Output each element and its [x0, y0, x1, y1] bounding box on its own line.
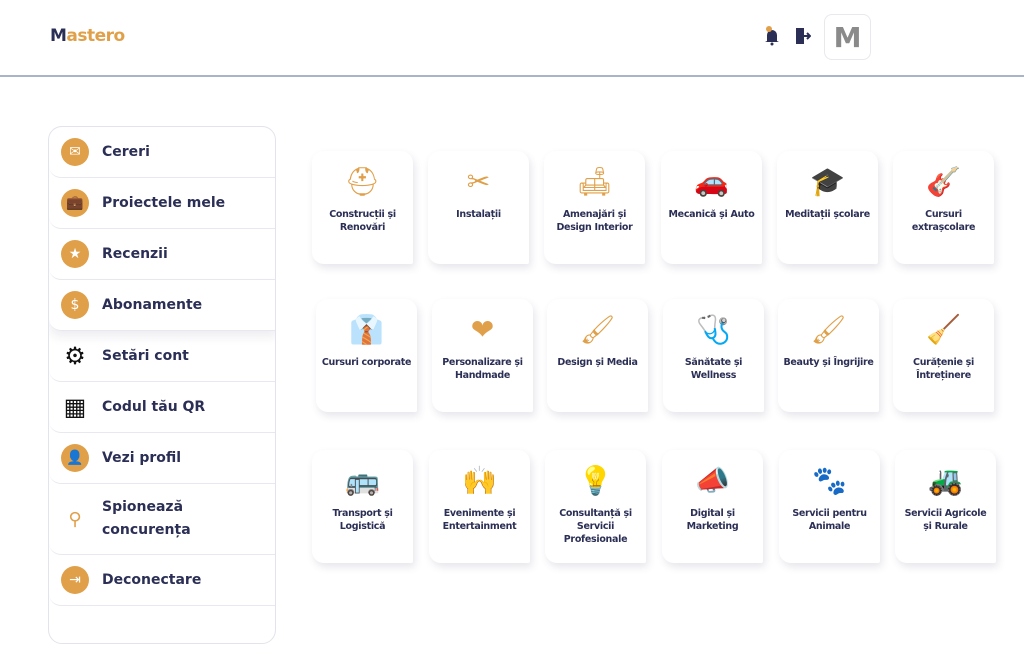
category-card[interactable]: 🩺 Sănătate și Wellness — [663, 299, 764, 412]
sidebar-item-review[interactable]: ★ Recenzii — [49, 229, 275, 280]
category-icon: 🚗 — [694, 165, 729, 198]
category-icon: 🙌 — [462, 464, 497, 497]
category-card[interactable]: 🖌 Design și Media — [547, 299, 648, 412]
category-icon: 👔 — [349, 313, 384, 346]
sidebar-item-profile[interactable]: 👤 Vezi profil — [49, 433, 275, 484]
sidebar-item-qr-code[interactable]: ▦ Codul tău QR — [49, 382, 275, 433]
category-icon: 🧹 — [926, 313, 961, 346]
category-label: Transport și Logistică — [332, 508, 393, 532]
category-icon: 🖌 — [810, 313, 847, 346]
category-label: Instalații — [456, 209, 501, 220]
sidebar-item-label: Cereri — [102, 143, 150, 160]
sidebar-item-gear[interactable]: ⚙ Setări cont — [49, 331, 275, 382]
category-card[interactable]: 🧹 Curățenie și Întreținere — [893, 299, 994, 412]
category-card[interactable]: ✂ Instalații — [428, 151, 529, 264]
category-label: Consultanță și Servicii Profesionale — [559, 508, 632, 545]
category-icon: 🚜 — [928, 464, 963, 497]
category-icon: 📣 — [695, 464, 730, 497]
header: Mastero M — [0, 0, 1024, 77]
logout-icon: ⇥ — [61, 566, 89, 594]
sidebar-item-label: Codul tău QR — [102, 398, 206, 415]
category-label: Servicii Agricole și Rurale — [904, 508, 987, 532]
category-icon: 💡 — [578, 464, 613, 497]
qr-code-icon: ▦ — [63, 393, 87, 421]
sidebar-item-label: Abonamente — [102, 296, 203, 313]
category-icon: ❤ — [470, 313, 495, 346]
sidebar-item-briefcase[interactable]: 💼 Proiectele mele — [49, 178, 275, 229]
category-card[interactable]: ⛑ Construcții și Renovări — [312, 151, 413, 264]
category-icon: ⛑ — [344, 165, 381, 198]
sidebar-item-label: Proiectele mele — [102, 194, 226, 211]
category-icon: 🩺 — [696, 313, 731, 346]
category-card[interactable]: 🙌 Evenimente și Entertainment — [429, 450, 530, 563]
category-card[interactable]: 👔 Cursuri corporate — [316, 299, 417, 412]
gear-icon: ⚙ — [64, 342, 86, 370]
category-icon: 🖌 — [579, 313, 616, 346]
briefcase-icon: 💼 — [61, 189, 89, 217]
category-icon: 🛋 — [576, 165, 613, 198]
category-label: Curățenie și Întreținere — [913, 357, 974, 381]
category-icon: 🐾 — [812, 464, 847, 497]
category-card[interactable]: 🚜 Servicii Agricole și Rurale — [895, 450, 996, 563]
sidebar-item-label: Vezi profil — [102, 449, 182, 466]
category-label: Cursuri extrașcolare — [911, 209, 976, 233]
sidebar-item-label: Spionează concurența — [102, 499, 191, 538]
category-label: Sănătate și Wellness — [684, 357, 743, 381]
category-label: Meditații școlare — [785, 209, 870, 220]
logout-door-icon[interactable] — [795, 26, 811, 46]
sidebar-item-label: Recenzii — [102, 245, 168, 262]
logo[interactable]: Mastero — [50, 26, 125, 46]
avatar[interactable]: M — [824, 14, 871, 60]
category-card[interactable]: 🚗 Mecanică și Auto — [661, 151, 762, 264]
category-icon: 🚌 — [345, 464, 380, 497]
sidebar-item-subscription[interactable]: $ Abonamente — [49, 280, 275, 331]
mail-icon: ✉ — [61, 138, 89, 166]
category-label: Cursuri corporate — [321, 357, 412, 368]
category-label: Personalizare și Handmade — [442, 357, 523, 381]
category-label: Beauty și Îngrijire — [783, 357, 874, 368]
review-icon: ★ — [61, 240, 89, 268]
category-card[interactable]: 🐾 Servicii pentru Animale — [779, 450, 880, 563]
category-card[interactable]: 📣 Digital și Marketing — [662, 450, 763, 563]
category-label: Digital și Marketing — [686, 508, 739, 532]
bell-icon[interactable] — [764, 26, 780, 46]
sidebar-item-logout[interactable]: ⇥ Deconectare — [49, 555, 275, 606]
category-card[interactable]: 🖌 Beauty și Îngrijire — [778, 299, 879, 412]
category-label: Design și Media — [557, 357, 638, 368]
profile-icon: 👤 — [61, 444, 89, 472]
category-icon: 🎸 — [926, 165, 961, 198]
category-icon: 🎓 — [810, 165, 845, 198]
category-card[interactable]: 🛋 Amenajări și Design Interior — [544, 151, 645, 264]
sidebar: ✉ Cereri 💼 Proiectele mele ★ Recenzii $ Aboname… — [48, 126, 276, 644]
sidebar-item-label: Setări cont — [102, 347, 189, 364]
category-card[interactable]: 💡 Consultanță și Servicii Profesionale — [545, 450, 646, 563]
category-card[interactable]: ❤ Personalizare și Handmade — [432, 299, 533, 412]
category-icon: ✂ — [466, 165, 491, 198]
sidebar-item-mail[interactable]: ✉ Cereri — [49, 127, 275, 178]
category-label: Mecanică și Auto — [668, 209, 755, 220]
category-label: Amenajări și Design Interior — [556, 209, 633, 233]
category-label: Servicii pentru Animale — [792, 508, 867, 532]
sidebar-item-search[interactable]: ⚲ Spionează concurența — [49, 484, 275, 555]
sidebar-item-label: Deconectare — [102, 571, 202, 588]
category-label: Construcții și Renovări — [329, 209, 396, 233]
search-icon: ⚲ — [68, 508, 82, 530]
category-label: Evenimente și Entertainment — [442, 508, 517, 532]
category-card[interactable]: 🎸 Cursuri extrașcolare — [893, 151, 994, 264]
category-card[interactable]: 🎓 Meditații școlare — [777, 151, 878, 264]
category-card[interactable]: 🚌 Transport și Logistică — [312, 450, 413, 563]
subscription-icon: $ — [61, 291, 89, 319]
